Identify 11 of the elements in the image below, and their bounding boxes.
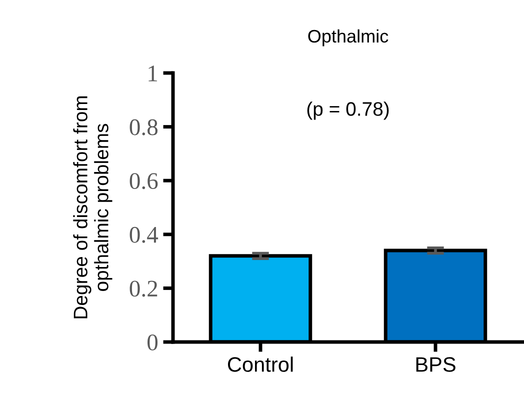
x-tick-label: Control [228,356,293,372]
chart-title: Opthalmic [308,29,388,46]
y-axis-title: Degree of discomfort from opthalmic problems [73,96,112,318]
y-tick-label: 0.6 [130,173,158,190]
y-tick-label: 0.2 [130,280,158,297]
y-tick-label: 0.8 [130,119,158,136]
annotation: (p = 0.78) [307,102,389,120]
y-tick-label: 1 [148,66,157,82]
y-tick-label: 0 [148,334,158,350]
x-tick-label: BPS [416,357,456,372]
y-tick-label: 0.4 [130,226,158,243]
